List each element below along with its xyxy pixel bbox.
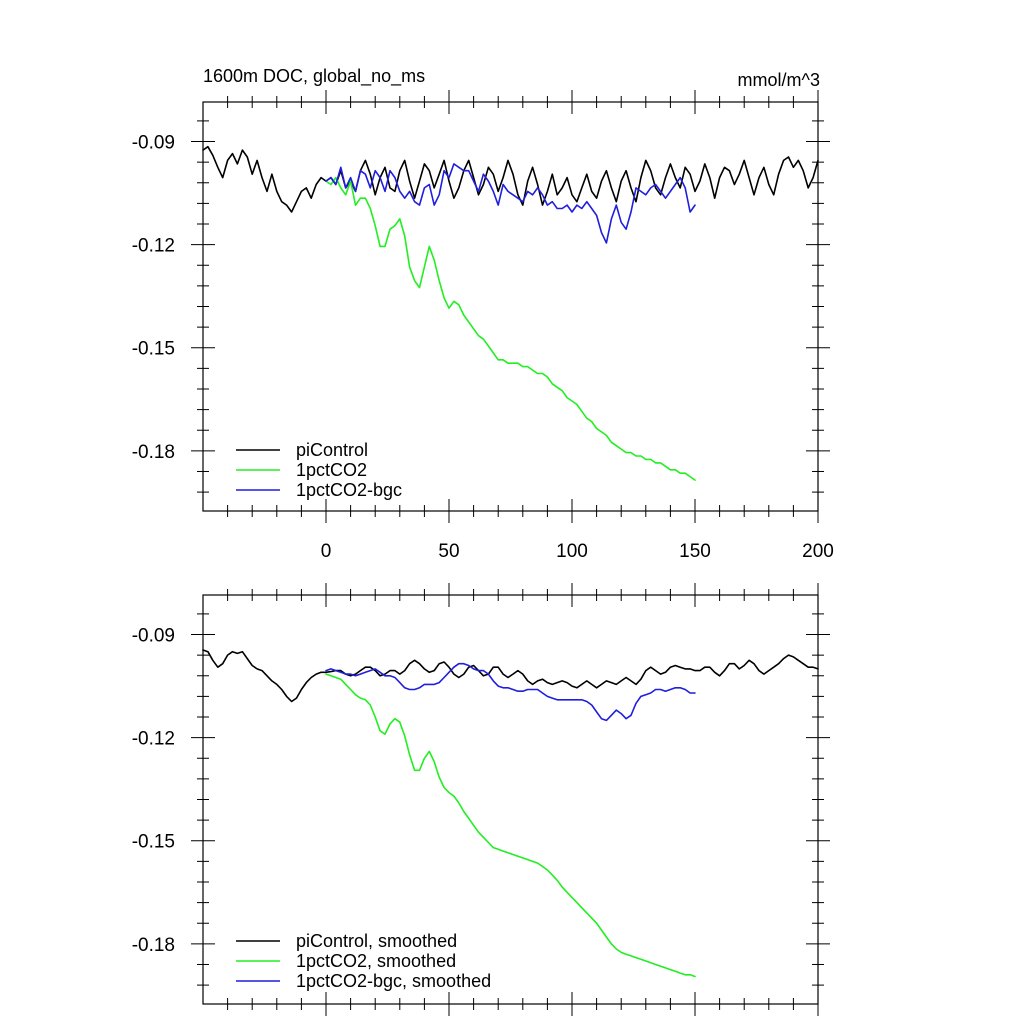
y-tick-label: -0.15: [132, 832, 175, 853]
legend-label: 1pctCO2-bgc, smoothed: [296, 971, 491, 991]
bottom-axis-ticks: [191, 583, 830, 1016]
legend-label: 1pctCO2: [296, 460, 367, 480]
series-line-1pctco2-bgc: [325, 163, 696, 244]
x-tick-label: 0: [321, 541, 332, 562]
top-x-tick-labels: 0 50 100 150 200: [321, 541, 834, 562]
x-tick-label: 100: [556, 541, 588, 562]
legend-label: 1pctCO2-bgc: [296, 480, 402, 500]
x-tick-label: 150: [679, 541, 711, 562]
legend-label: piControl, smoothed: [296, 931, 457, 951]
bottom-y-tick-labels: -0.09 -0.12 -0.15 -0.18: [132, 626, 175, 956]
top-y-tick-labels: -0.09 -0.12 -0.15 -0.18: [132, 133, 175, 463]
legend-label: piControl: [296, 440, 368, 460]
series-line-picontrol: [202, 145, 819, 213]
y-tick-label: -0.09: [132, 133, 175, 154]
y-tick-label: -0.12: [132, 236, 175, 257]
series-line-1pctco2: [325, 176, 696, 481]
series-line-smoothed-picontrol: [202, 649, 819, 703]
legend-label: 1pctCO2, smoothed: [296, 951, 456, 971]
top-series-group: [202, 145, 819, 481]
top-axis-ticks: [191, 90, 830, 523]
series-line-smoothed-1pctco2-bgc: [325, 662, 696, 722]
chart-title: 1600m DOC, global_no_ms: [203, 66, 425, 87]
x-tick-label: 50: [438, 541, 459, 562]
y-tick-label: -0.09: [132, 626, 175, 647]
units-label: mmol/m^3: [738, 70, 820, 90]
y-tick-label: -0.18: [132, 935, 175, 956]
top-panel: 1600m DOC, global_no_ms mmol/m^3 -0.09-0…: [132, 66, 834, 562]
bottom-series-group: [202, 649, 819, 978]
series-line-smoothed-1pctco2: [325, 673, 696, 978]
y-tick-label: -0.15: [132, 339, 175, 360]
bottom-panel: -0.09 -0.12 -0.15 -0.18 piControl, smoothed…: [132, 583, 830, 1016]
x-tick-label: 200: [802, 541, 834, 562]
y-tick-label: -0.12: [132, 729, 175, 750]
y-tick-label: -0.18: [132, 442, 175, 463]
